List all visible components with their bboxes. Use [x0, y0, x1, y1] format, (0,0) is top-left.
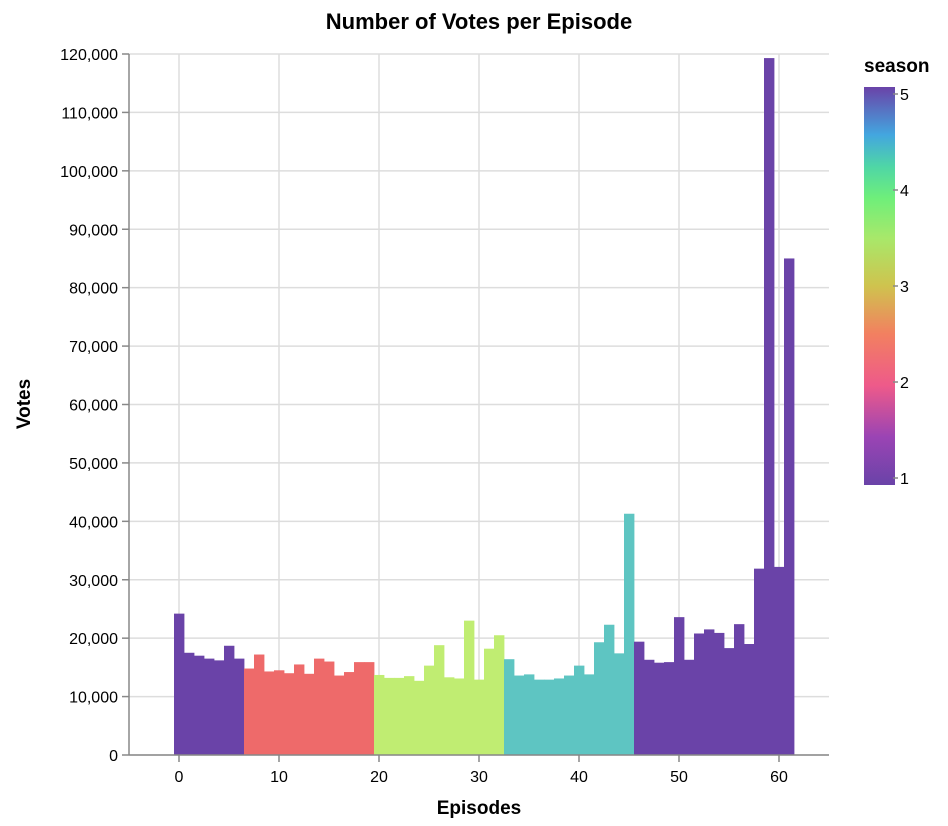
chart-title: Number of Votes per Episode [326, 9, 632, 34]
bar-episode-2 [194, 655, 205, 755]
bar-episode-44 [614, 653, 625, 755]
bar-episode-29 [464, 620, 475, 755]
bar-episode-27 [444, 677, 455, 755]
y-tick-label: 50,000 [69, 456, 118, 473]
bar-episode-6 [234, 658, 245, 755]
bar-episode-42 [594, 642, 605, 755]
bars [174, 58, 795, 755]
bar-episode-15 [324, 661, 335, 755]
bar-episode-14 [314, 658, 325, 755]
y-tick-label: 20,000 [69, 631, 118, 648]
bar-episode-32 [494, 635, 505, 755]
y-tick-label: 100,000 [60, 164, 118, 181]
bar-episode-58 [754, 568, 765, 755]
bar-episode-23 [404, 676, 415, 755]
bar-episode-16 [334, 675, 345, 755]
bar-episode-55 [724, 648, 735, 755]
y-tick-label: 80,000 [69, 281, 118, 298]
legend-label: 2 [900, 375, 909, 392]
bar-episode-40 [574, 665, 585, 755]
bar-episode-47 [644, 659, 655, 755]
y-tick-label: 90,000 [69, 222, 118, 239]
bar-episode-59 [764, 58, 775, 755]
x-tick-label: 50 [670, 769, 688, 786]
bar-episode-31 [484, 648, 495, 755]
y-tick-label: 0 [109, 748, 118, 765]
bar-episode-21 [384, 677, 395, 755]
bar-episode-56 [734, 624, 745, 755]
season-legend: season 5 4 3 2 1 [864, 56, 929, 488]
bar-episode-57 [744, 644, 755, 755]
legend-label: 3 [900, 279, 909, 296]
bar-episode-1 [184, 652, 195, 755]
legend-label: 5 [900, 87, 909, 104]
bar-episode-24 [414, 680, 425, 755]
bar-episode-34 [514, 675, 525, 755]
bar-episode-7 [244, 668, 255, 755]
bar-episode-45 [624, 513, 635, 755]
bar-episode-52 [694, 633, 705, 755]
x-tick-label: 40 [570, 769, 588, 786]
y-tick-labels: 0 10,000 20,000 30,000 40,000 50,000 60,000 70,… [60, 47, 118, 765]
y-axis-title: Votes [14, 379, 35, 429]
bar-episode-13 [304, 673, 315, 755]
bar-episode-22 [394, 677, 405, 755]
x-tick-labels: 0 10 20 30 40 50 60 [175, 769, 788, 786]
legend-label: 4 [900, 183, 909, 200]
bar-episode-8 [254, 654, 265, 755]
bar-episode-36 [534, 679, 545, 755]
bar-episode-9 [264, 671, 275, 755]
bar-episode-50 [674, 617, 685, 755]
x-tick-label: 60 [770, 769, 788, 786]
bar-episode-49 [664, 662, 675, 755]
bar-episode-28 [454, 678, 465, 755]
bar-episode-48 [654, 662, 665, 755]
y-tick-label: 10,000 [69, 690, 118, 707]
x-tick-label: 30 [470, 769, 488, 786]
legend-color-ramp [864, 87, 895, 485]
bar-episode-12 [294, 664, 305, 755]
x-tick-label: 10 [270, 769, 288, 786]
bar-episode-53 [704, 629, 715, 755]
y-tick-label: 70,000 [69, 339, 118, 356]
y-tick-label: 120,000 [60, 47, 118, 64]
bar-episode-39 [564, 675, 575, 755]
bar-episode-25 [424, 665, 435, 755]
bar-episode-60 [774, 566, 785, 755]
bar-episode-38 [554, 678, 565, 755]
bar-episode-26 [434, 645, 445, 755]
bar-episode-18 [354, 662, 365, 755]
bar-episode-11 [284, 673, 295, 755]
y-tick-label: 30,000 [69, 573, 118, 590]
bar-episode-0 [174, 613, 185, 755]
bar-episode-41 [584, 674, 595, 755]
bar-episode-20 [374, 674, 385, 755]
y-tick-label: 40,000 [69, 514, 118, 531]
bar-episode-61 [784, 258, 795, 755]
bar-episode-30 [474, 679, 485, 755]
bar-episode-43 [604, 624, 615, 755]
bar-episode-17 [344, 672, 355, 755]
bar-episode-3 [204, 658, 215, 755]
legend-title: season [864, 56, 929, 77]
y-tick-label: 60,000 [69, 398, 118, 415]
legend-labels: 5 4 3 2 1 [893, 87, 909, 488]
x-axis-title: Episodes [437, 798, 521, 819]
bar-episode-4 [214, 660, 225, 755]
bar-episode-19 [364, 662, 375, 755]
bar-episode-10 [274, 670, 285, 755]
x-tick-label: 0 [175, 769, 184, 786]
x-tick-label: 20 [370, 769, 388, 786]
bar-episode-54 [714, 632, 725, 755]
bar-episode-35 [524, 674, 535, 755]
legend-label: 1 [900, 471, 909, 488]
bar-episode-33 [504, 659, 515, 755]
y-tick-label: 110,000 [61, 105, 118, 122]
axes [122, 53, 829, 762]
bar-episode-46 [634, 641, 645, 755]
bar-episode-5 [224, 645, 235, 755]
bar-episode-51 [684, 659, 695, 755]
bar-episode-37 [544, 679, 555, 755]
